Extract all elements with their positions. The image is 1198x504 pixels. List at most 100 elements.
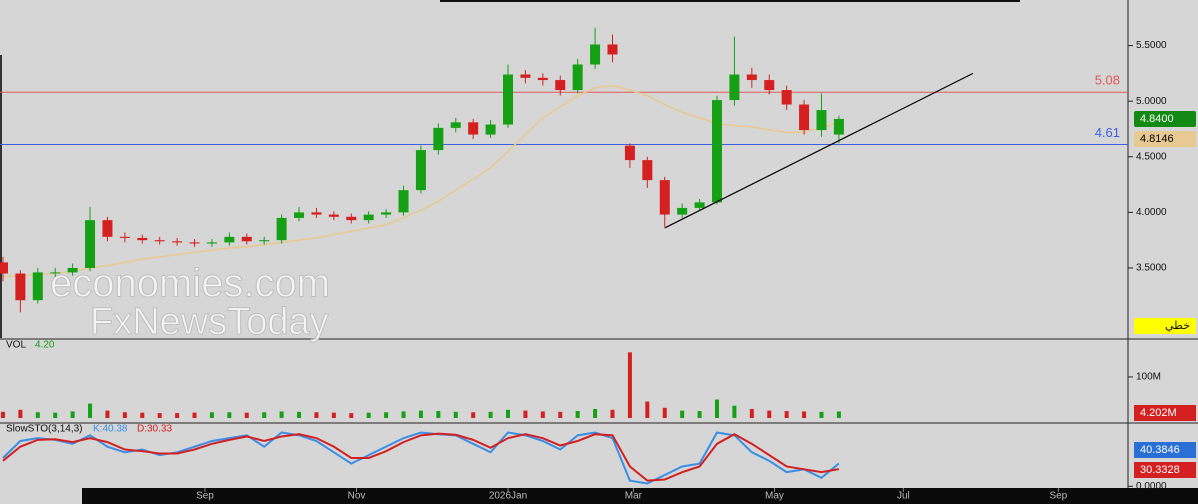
candle-body	[468, 122, 479, 135]
volume-bar	[262, 412, 267, 418]
candle-body	[328, 214, 339, 217]
candle-body	[450, 122, 461, 128]
candle-body	[711, 100, 722, 203]
y-tick-label: 100M	[1136, 372, 1161, 383]
candle-body	[816, 110, 827, 131]
volume-bar	[749, 408, 754, 418]
plot-layer: Sep Nov 2026Jan Mar May Jul Sep 3.5000 4.0000 4.5…	[0, 27, 1196, 502]
volume-bar	[558, 411, 563, 418]
x-tick-label: Sep	[196, 491, 214, 502]
volume-bar	[471, 412, 476, 418]
volume-bar	[453, 411, 458, 418]
candle-body	[189, 242, 200, 244]
volume-bar	[297, 411, 302, 418]
price-tag	[1134, 110, 1196, 127]
volume-bar	[349, 413, 354, 418]
volume-bar	[53, 412, 58, 418]
candle-body	[781, 90, 792, 105]
volume-bar	[384, 412, 389, 418]
candle-body	[590, 44, 601, 65]
volume-bar	[175, 413, 180, 418]
watermark: FxNewsToday	[90, 301, 329, 343]
candle-body	[799, 104, 810, 131]
volume-bar	[35, 412, 40, 418]
legend-entry: D:30.33	[137, 424, 172, 435]
volume-bar	[645, 401, 650, 418]
volume-bar	[157, 413, 162, 418]
candle-body	[67, 267, 78, 273]
volume-bar	[0, 411, 5, 418]
candle-body	[311, 212, 322, 215]
candle-body	[624, 145, 635, 161]
candle-body	[206, 242, 217, 244]
oscillator-line	[2, 431, 840, 485]
volume-bar	[802, 411, 807, 418]
watermark: economies.com	[50, 262, 330, 306]
scale-tag	[1134, 318, 1196, 334]
candle-body	[50, 272, 61, 274]
volume-bar	[244, 412, 249, 418]
candle-body	[294, 212, 305, 218]
volume-bar	[593, 408, 598, 418]
y-tick-label: 3.5000	[1136, 263, 1167, 274]
panel-title: VOL	[6, 340, 26, 351]
panel-value: 4.20	[35, 340, 55, 351]
volume-bar	[697, 411, 702, 418]
x-tick-label: Mar	[625, 491, 643, 502]
volume-bar	[401, 411, 406, 418]
candle-body	[154, 240, 165, 242]
volume-tag	[1134, 405, 1196, 421]
volume-bar	[575, 411, 580, 418]
candle-body	[555, 80, 566, 91]
candle-body	[224, 236, 235, 243]
volume-bar	[192, 412, 197, 418]
volume-bar	[18, 409, 23, 418]
x-tick-label: Jul	[897, 491, 910, 502]
volume-bar	[662, 407, 667, 418]
volume-bar	[366, 412, 371, 418]
scale-tag-label: خطي	[1165, 320, 1190, 332]
volume-bar	[610, 409, 615, 418]
candle-body	[119, 236, 130, 238]
candle-body	[276, 217, 287, 241]
volume-bar	[767, 410, 772, 418]
volume-tag-label: 4.202M	[1140, 407, 1177, 419]
candle-body	[415, 150, 426, 191]
horizontal-line-label: 4.61	[1095, 125, 1120, 140]
volume-bar	[209, 412, 214, 418]
candle-body	[520, 74, 531, 78]
volume-bar	[627, 352, 632, 418]
candle-body	[607, 44, 618, 55]
x-tick-label: 2026Jan	[489, 491, 527, 502]
volume-bar	[714, 399, 719, 418]
volume-bar	[506, 409, 511, 418]
volume-bar	[784, 411, 789, 418]
volume-bar	[819, 411, 824, 418]
volume-bar	[680, 410, 685, 418]
volume-bar	[488, 411, 493, 418]
volume-bar	[279, 411, 284, 418]
candle-body	[0, 262, 8, 274]
volume-bar	[732, 405, 737, 418]
x-tick-label: Nov	[348, 491, 366, 502]
candle-body	[137, 237, 148, 241]
y-tick-label: 4.0000	[1136, 207, 1167, 218]
candle-body	[503, 74, 514, 125]
x-axis-strip	[82, 488, 1198, 504]
horizontal-line-label: 5.08	[1095, 73, 1120, 88]
candle-body	[537, 77, 548, 81]
candle-body	[677, 207, 688, 215]
oscillator-tag-label: 40.3846	[1140, 444, 1180, 456]
trendline	[664, 72, 974, 229]
candle-body	[32, 272, 43, 301]
y-tick-label: 5.0000	[1136, 96, 1167, 107]
volume-bar	[88, 403, 93, 418]
price-tag	[1134, 130, 1196, 147]
volume-bar	[105, 410, 110, 418]
volume-bar	[122, 412, 127, 418]
left-border	[0, 55, 2, 338]
price-tag-label: 4.8400	[1140, 113, 1174, 125]
candle-body	[398, 190, 409, 213]
x-tick-label: May	[765, 491, 784, 502]
